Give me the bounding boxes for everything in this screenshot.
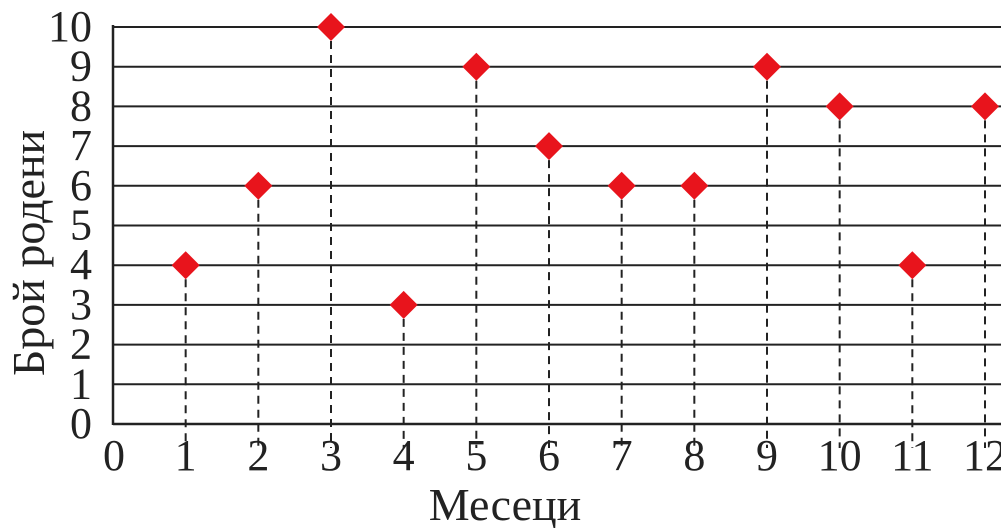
x-tick-label: 5 — [465, 431, 487, 480]
y-tick-label: 1 — [70, 359, 92, 408]
data-point — [607, 171, 636, 200]
y-tick-label: 2 — [70, 320, 92, 369]
x-tick-label: 12 — [963, 431, 1001, 480]
data-point — [389, 290, 418, 319]
x-tick-label: 10 — [818, 431, 862, 480]
y-axis-label: Брой родени — [3, 130, 54, 376]
data-point — [171, 251, 200, 280]
x-tick-label: 2 — [247, 431, 269, 480]
data-point — [971, 92, 999, 121]
data-point — [825, 92, 854, 121]
x-tick-label: 1 — [175, 431, 197, 480]
x-tick-label: 7 — [611, 431, 633, 480]
data-point — [535, 132, 563, 161]
data-point — [317, 13, 345, 41]
y-tick-label: 3 — [70, 280, 92, 329]
data-point — [244, 171, 273, 200]
x-axis-label: Месеци — [429, 479, 582, 528]
data-points — [171, 13, 999, 319]
data-point — [462, 52, 491, 81]
x-tick-label: 8 — [683, 431, 705, 480]
y-tick-label: 8 — [70, 81, 92, 130]
y-tick-label: 7 — [70, 121, 92, 170]
x-tick-label: 3 — [320, 431, 342, 480]
y-tick-label: 6 — [70, 161, 92, 210]
x-tick-label: 9 — [756, 431, 778, 480]
y-tick-label: 10 — [48, 2, 92, 51]
y-tick-label: 0 — [70, 399, 92, 448]
x-tick-label: 4 — [393, 431, 415, 480]
drop-lines — [184, 27, 986, 448]
grid-lines — [113, 26, 1001, 386]
data-point — [753, 52, 781, 81]
x-tick-label: 0 — [103, 431, 125, 480]
y-tick-label: 4 — [70, 240, 92, 289]
y-tick-label: 9 — [70, 42, 92, 91]
axes — [111, 25, 1001, 426]
x-tick-labels: 0 1 2 3 4 5 6 7 8 9 10 11 12 — [103, 431, 1001, 480]
x-tick-label: 6 — [538, 431, 560, 480]
data-point — [898, 251, 927, 280]
x-tick-label: 11 — [891, 431, 933, 480]
data-point — [680, 171, 709, 200]
y-tick-label: 5 — [70, 201, 92, 250]
